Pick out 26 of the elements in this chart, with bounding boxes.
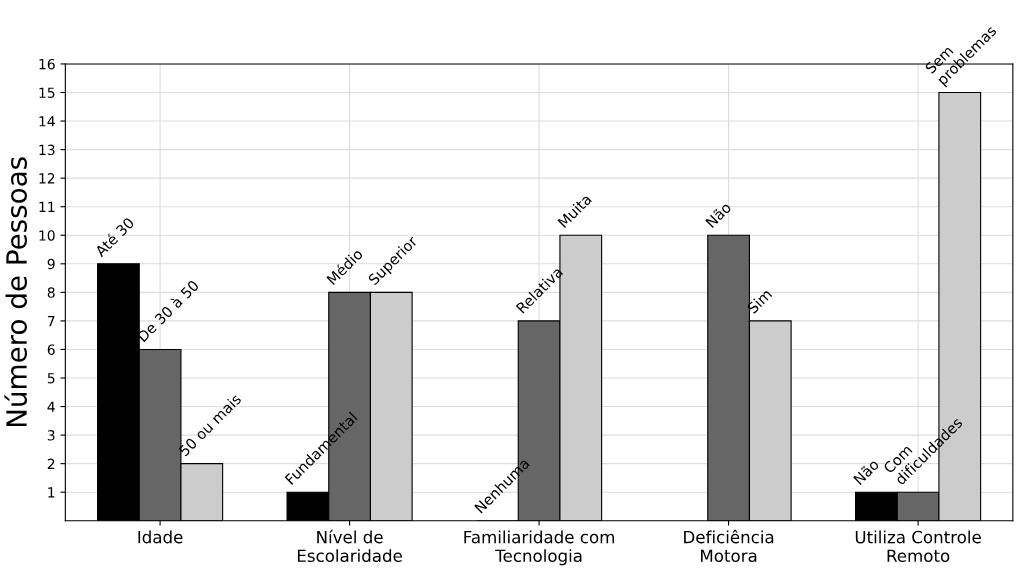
y-tick-label: 6 [47,344,55,355]
y-tick-label: 11 [39,201,55,212]
y-tick-label: 4 [47,401,55,412]
y-tick-label: 16 [39,58,55,70]
y-tick-label: 3 [47,430,55,441]
y-tick-label: 1 [48,487,55,498]
x-tick-label: Familiaridade com Tecnologia [464,530,614,566]
x-tick-label: Idade [138,530,183,544]
y-tick-label: 9 [47,258,55,270]
annotation: Não [704,201,732,229]
y-tick-label: 14 [39,116,55,127]
annotation: Até 30 [93,216,135,258]
y-tick-label: 5 [47,373,55,384]
y-axis-title: Número de Pessoas [4,157,28,427]
y-tick-label: 10 [39,230,55,241]
annotation: Sim [746,288,773,315]
y-tick-label: 8 [47,287,55,298]
x-tick-label: Nível de Escolaridade [297,529,402,563]
x-tick-label: Deficiência Motora [684,529,774,563]
y-tick-label: 2 [47,458,55,469]
y-tick-label: 13 [39,144,55,156]
y-tick-label: 12 [39,173,55,184]
y-tick-label: 15 [39,87,55,98]
x-tick-label: Utiliza Controle Remoto [855,530,981,563]
y-tick-label: 7 [47,316,55,327]
annotation: Não [852,458,880,486]
